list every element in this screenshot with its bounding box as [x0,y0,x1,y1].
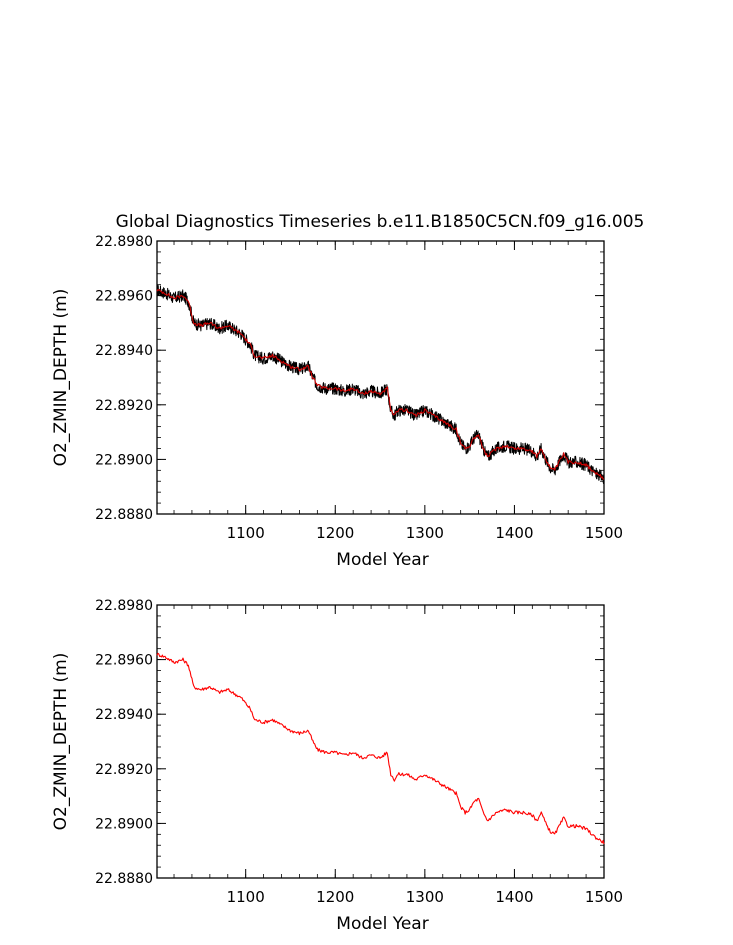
x-axis-label: Model Year [336,914,428,934]
y-tick-label: 22.8980 [95,598,153,614]
x-tick-label: 1300 [406,524,444,542]
y-tick-label: 22.8960 [95,653,153,669]
x-tick-label: 1300 [406,888,444,906]
x-tick-label: 1400 [495,888,533,906]
x-tick-label: 1200 [316,524,354,542]
top-chart-panel: 22.8880 22.8900 22.8920 22.8940 22.8960 22.89… [51,234,623,570]
series-annual-mean-line [156,289,605,480]
y-tick-label: 22.8980 [95,234,153,250]
bottom-chart-panel: 22.8880 22.8900 22.8920 22.8940 22.8960 22.89… [51,598,623,934]
x-tick-label: 1200 [316,888,354,906]
x-tick-label: 1500 [585,888,623,906]
y-tick-label: 22.8900 [95,452,153,468]
y-tick-label: 22.8920 [95,762,153,778]
y-tick-label: 22.8920 [95,398,153,414]
x-tick-label: 1400 [495,524,533,542]
y-axis-label: O2_ZMIN_DEPTH (m) [51,289,71,467]
y-tick-label: 22.8940 [95,343,153,359]
y-axis-label: O2_ZMIN_DEPTH (m) [51,653,71,831]
x-axis-label: Model Year [336,550,428,570]
plot-frame [156,604,605,879]
plot-frame [156,240,605,515]
figure-title: Global Diagnostics Timeseries b.e11.B185… [116,212,645,232]
y-tick-label: 22.8880 [95,871,153,887]
x-tick-label: 1500 [585,524,623,542]
y-tick-label: 22.8940 [95,707,153,723]
x-tick-label: 1100 [227,524,265,542]
series-monthly-line [156,284,605,484]
y-tick-label: 22.8880 [95,507,153,523]
y-tick-label: 22.8900 [95,816,153,832]
series-annual-mean-line [156,652,605,845]
x-tick-label: 1100 [227,888,265,906]
y-tick-label: 22.8960 [95,289,153,305]
